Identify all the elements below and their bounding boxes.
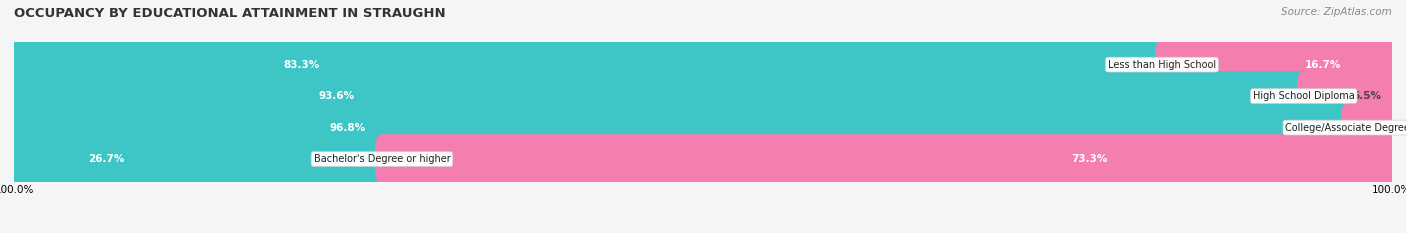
Text: 26.7%: 26.7% — [87, 154, 124, 164]
FancyBboxPatch shape — [7, 134, 389, 184]
FancyBboxPatch shape — [7, 71, 1310, 121]
Text: OCCUPANCY BY EDUCATIONAL ATTAINMENT IN STRAUGHN: OCCUPANCY BY EDUCATIONAL ATTAINMENT IN S… — [14, 7, 446, 20]
FancyBboxPatch shape — [7, 103, 1355, 152]
Text: 3.2%: 3.2% — [1364, 123, 1393, 133]
FancyBboxPatch shape — [1341, 103, 1399, 152]
FancyBboxPatch shape — [1296, 71, 1400, 121]
Text: Source: ZipAtlas.com: Source: ZipAtlas.com — [1281, 7, 1392, 17]
Text: College/Associate Degree: College/Associate Degree — [1285, 123, 1406, 133]
Text: 93.6%: 93.6% — [318, 91, 354, 101]
Text: 73.3%: 73.3% — [1071, 154, 1107, 164]
FancyBboxPatch shape — [3, 58, 1403, 134]
Text: 96.8%: 96.8% — [329, 123, 366, 133]
Text: 6.5%: 6.5% — [1353, 91, 1381, 101]
Text: 83.3%: 83.3% — [283, 60, 319, 70]
FancyBboxPatch shape — [375, 134, 1399, 184]
FancyBboxPatch shape — [7, 40, 1168, 89]
FancyBboxPatch shape — [3, 27, 1403, 103]
FancyBboxPatch shape — [3, 89, 1403, 166]
FancyBboxPatch shape — [3, 121, 1403, 197]
FancyBboxPatch shape — [1154, 40, 1399, 89]
Legend: Owner-occupied, Renter-occupied: Owner-occupied, Renter-occupied — [581, 230, 825, 233]
Text: Bachelor's Degree or higher: Bachelor's Degree or higher — [314, 154, 450, 164]
Text: Less than High School: Less than High School — [1108, 60, 1216, 70]
Text: High School Diploma: High School Diploma — [1253, 91, 1354, 101]
Text: 16.7%: 16.7% — [1305, 60, 1341, 70]
